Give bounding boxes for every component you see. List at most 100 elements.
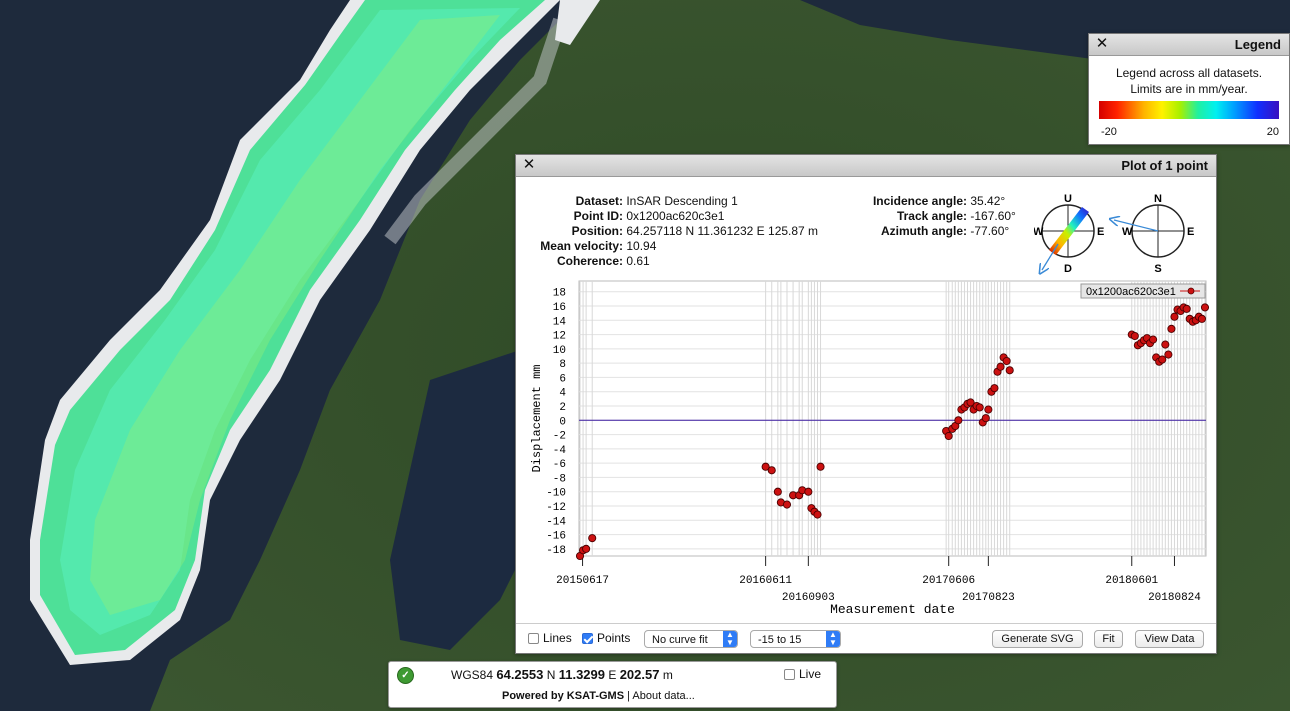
- plot-titlebar[interactable]: ✕ Plot of 1 point: [516, 155, 1216, 177]
- compass-label-up: U: [1064, 193, 1072, 205]
- legend-title: Legend: [1234, 37, 1281, 52]
- info-row-azimuth-angle: Azimuth angle: -77.60°: [861, 224, 1016, 239]
- points-toggle[interactable]: Points: [582, 631, 630, 645]
- displacement-chart[interactable]: -18 -16 -14 -12 -10 -8 -6 -4 -2 0 2 4 6 8 10 12 14 16 18 2…: [516, 278, 1216, 623]
- powered-by-text: Powered by KSAT-GMS: [502, 690, 625, 702]
- info-row-dataset: Dataset: InSAR Descending 1: [526, 194, 818, 209]
- live-label: Live: [799, 667, 822, 681]
- range-select[interactable]: -15 to 15 ▲ ▼: [750, 630, 841, 648]
- x-tick-labels: 20150617 20160611 20160903 20170606 20170823…: [556, 556, 1201, 604]
- compass-label-east: E: [1097, 226, 1104, 238]
- plot-window: ✕ Plot of 1 point Dataset: InSAR Descend…: [515, 154, 1217, 654]
- view-data-button[interactable]: View Data: [1135, 630, 1204, 648]
- info-value: 64.257118 N 11.361232 E 125.87 m: [626, 224, 819, 238]
- compass-label-down: D: [1064, 263, 1072, 275]
- info-value: 35.42°: [970, 194, 1006, 208]
- y-tick-label: 18: [553, 288, 566, 300]
- plot-controls: Lines Points No curve fit ▲ ▼ -15 to 15 ▲…: [516, 623, 1216, 654]
- info-row-coherence: Coherence: 0.61: [526, 254, 818, 269]
- data-point: [813, 510, 822, 519]
- info-row-mean-velocity: Mean velocity: 10.94: [526, 239, 818, 254]
- close-icon[interactable]: ✕: [1095, 35, 1109, 52]
- info-label: Point ID:: [573, 209, 623, 223]
- info-label: Mean velocity:: [540, 239, 623, 253]
- longitude-hemisphere: E: [608, 668, 617, 682]
- y-tick-label: -12: [546, 502, 566, 514]
- series-legend-label: 0x1200ac620c3e1: [1086, 286, 1176, 298]
- legend-description: Legend across all datasets. Limits are i…: [1089, 65, 1289, 97]
- y-tick-label: -14: [546, 516, 566, 528]
- chevron-updown-icon: ▲ ▼: [723, 631, 737, 647]
- points-checkbox[interactable]: [582, 632, 593, 644]
- data-point: [782, 500, 792, 509]
- x-tick-label: 20180601: [1105, 575, 1158, 587]
- compass-label-south: S: [1154, 263, 1161, 275]
- data-point: [1002, 356, 1011, 366]
- data-point: [1149, 335, 1158, 344]
- info-label: Track angle:: [896, 209, 967, 223]
- x-tick-label: 20180824: [1148, 592, 1201, 604]
- curve-fit-select[interactable]: No curve fit ▲ ▼: [644, 630, 738, 648]
- altitude-value: 202.57: [619, 667, 660, 682]
- y-tick-label: 14: [553, 316, 567, 328]
- y-tick-label: -2: [553, 431, 566, 443]
- live-checkbox[interactable]: [784, 668, 795, 680]
- data-point: [1005, 366, 1014, 375]
- data-point: [1164, 350, 1173, 359]
- lines-checkbox[interactable]: [528, 632, 539, 644]
- horizontal-plane-compass: N S W E: [1114, 193, 1194, 275]
- points-label: Points: [597, 631, 631, 645]
- data-point: [1197, 314, 1206, 323]
- compass-label-north: N: [1154, 193, 1162, 205]
- datum-label: WGS84: [451, 668, 494, 682]
- x-tick-label: 20170823: [962, 592, 1015, 604]
- lines-toggle[interactable]: Lines: [528, 631, 572, 645]
- longitude-value: 11.3299: [558, 667, 605, 682]
- info-label: Coherence:: [556, 254, 623, 268]
- y-tick-label: -10: [546, 488, 566, 500]
- info-value: 0x1200ac620c3e1: [626, 209, 725, 223]
- series-legend-marker: [1187, 287, 1195, 295]
- check-icon[interactable]: ✓: [397, 667, 414, 684]
- cursor-coordinates: WGS84 64.2553 N 11.3299 E 202.57 m: [451, 667, 673, 682]
- info-value: -167.60°: [970, 209, 1016, 223]
- look-geometry-diagram: U D W E N S W E: [1034, 193, 1194, 275]
- legend-titlebar[interactable]: ✕ Legend: [1089, 34, 1289, 56]
- data-point: [816, 462, 825, 471]
- velocity-ramp-bar: [1049, 207, 1089, 255]
- info-label: Azimuth angle:: [881, 224, 967, 238]
- geometry-info: Incidence angle: 35.42° Track angle: -16…: [861, 194, 1016, 239]
- info-value: 10.94: [626, 239, 657, 253]
- info-value: -77.60°: [970, 224, 1010, 238]
- compass-label-east: E: [1187, 226, 1194, 238]
- data-point: [1167, 324, 1176, 333]
- info-value: 0.61: [626, 254, 650, 268]
- live-toggle[interactable]: Live: [784, 667, 821, 681]
- vertical-plane-compass: U D W E: [1034, 193, 1104, 275]
- fit-button[interactable]: Fit: [1094, 630, 1123, 648]
- data-point: [975, 403, 984, 412]
- info-row-point-id: Point ID: 0x1200ac620c3e1: [526, 209, 818, 224]
- data-point: [990, 384, 999, 393]
- legend-min-label: -20: [1101, 126, 1117, 138]
- data-point: [761, 462, 770, 471]
- about-data-link[interactable]: About data...: [632, 690, 695, 702]
- generate-svg-button[interactable]: Generate SVG: [992, 630, 1083, 648]
- x-axis-label: Measurement date: [830, 602, 955, 617]
- x-tick-label: 20150617: [556, 575, 609, 587]
- lines-label: Lines: [543, 631, 572, 645]
- y-axis-label: Displacement mm: [530, 364, 544, 472]
- grid-lines: [578, 280, 1207, 557]
- y-tick-label: 16: [553, 302, 566, 314]
- info-value: InSAR Descending 1: [626, 194, 738, 208]
- data-point: [1130, 331, 1139, 341]
- separator: |: [627, 690, 633, 702]
- data-point: [1161, 340, 1170, 349]
- data-point: [966, 398, 975, 407]
- series-legend: 0x1200ac620c3e1: [1080, 283, 1206, 299]
- status-bar: ✓ WGS84 64.2553 N 11.3299 E 202.57 m Liv…: [388, 661, 837, 708]
- info-row-incidence-angle: Incidence angle: 35.42°: [861, 194, 1016, 209]
- info-row-position: Position: 64.257118 N 11.361232 E 125.87…: [526, 224, 818, 239]
- close-icon[interactable]: ✕: [522, 156, 536, 173]
- y-tick-label: -4: [553, 445, 567, 457]
